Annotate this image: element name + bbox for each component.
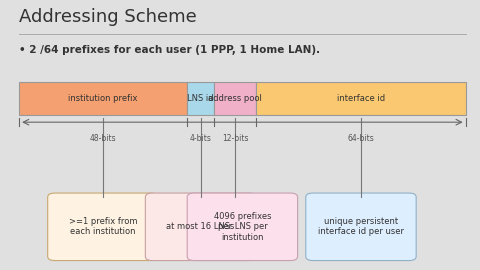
- Text: LNS id: LNS id: [187, 94, 214, 103]
- Text: institution prefix: institution prefix: [68, 94, 138, 103]
- FancyBboxPatch shape: [306, 193, 416, 261]
- Text: 64-bits: 64-bits: [348, 134, 374, 143]
- Text: >=1 prefix from
each institution: >=1 prefix from each institution: [69, 217, 137, 237]
- FancyBboxPatch shape: [187, 193, 298, 261]
- Text: Addressing Scheme: Addressing Scheme: [19, 8, 197, 26]
- Text: 12-bits: 12-bits: [222, 134, 249, 143]
- Text: 4096 prefixes
per LNS per
institution: 4096 prefixes per LNS per institution: [214, 212, 271, 242]
- Text: at most 16 LNSs: at most 16 LNSs: [167, 222, 235, 231]
- Text: 4-bits: 4-bits: [190, 134, 212, 143]
- FancyBboxPatch shape: [145, 193, 256, 261]
- Text: • 2 /64 prefixes for each user (1 PPP, 1 Home LAN).: • 2 /64 prefixes for each user (1 PPP, 1…: [19, 45, 320, 55]
- Text: unique persistent
interface id per user: unique persistent interface id per user: [318, 217, 404, 237]
- FancyBboxPatch shape: [256, 82, 466, 116]
- FancyBboxPatch shape: [19, 82, 187, 116]
- Text: address pool: address pool: [208, 94, 263, 103]
- Text: 48-bits: 48-bits: [90, 134, 116, 143]
- FancyBboxPatch shape: [187, 82, 215, 116]
- FancyBboxPatch shape: [215, 82, 256, 116]
- Text: interface id: interface id: [337, 94, 385, 103]
- FancyBboxPatch shape: [48, 193, 158, 261]
